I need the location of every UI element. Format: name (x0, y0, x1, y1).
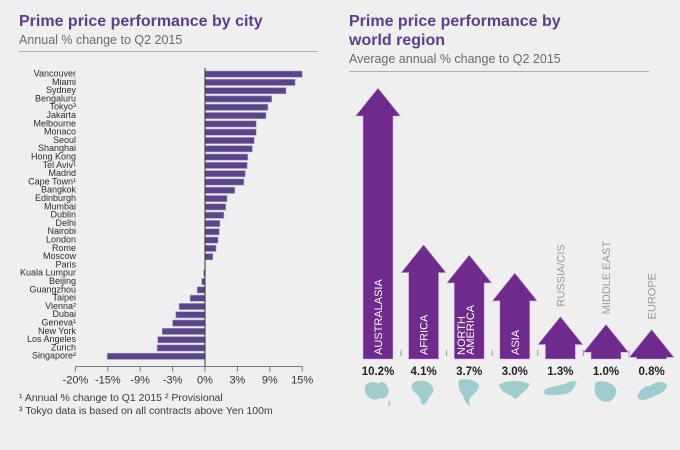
region-chart-divider (349, 71, 649, 72)
region-value-label: 1.3% (547, 366, 573, 378)
x-tick-label: 9% (262, 375, 278, 387)
region-value-label: 1.0% (593, 366, 619, 378)
city-label: Singapore² (32, 351, 76, 361)
city-label: Vienna² (45, 301, 76, 311)
x-tick-label: -15% (95, 375, 121, 387)
x-tick-label: -9% (130, 375, 150, 387)
region-label: ASIA (510, 329, 522, 355)
x-tick-label: 15% (291, 375, 313, 387)
map-shape (544, 380, 577, 396)
city-chart-divider (19, 51, 318, 52)
region-label: RUSSIA/CIS (555, 244, 567, 306)
region-value-label: 3.7% (456, 366, 482, 378)
city-label: Sydney (46, 85, 77, 95)
footnote-2: ³ Tokyo data is based on all contracts a… (19, 405, 273, 417)
city-label: Edinburgh (35, 193, 76, 203)
region-label: NORTH (456, 316, 468, 355)
city-label: London (46, 235, 76, 245)
region-chart-title-line1: Prime price performance by (349, 13, 561, 30)
x-tick-label: -3% (163, 375, 183, 387)
region-label: AMERICA (465, 304, 477, 355)
region-label: EUROPE (647, 273, 659, 319)
region-value-label: 0.8% (638, 366, 664, 378)
city-label: Cape Town¹ (28, 176, 76, 186)
city-label: Paris (55, 259, 76, 269)
city-label: Jakarta (46, 110, 76, 120)
city-label: Miami (52, 77, 76, 87)
city-label: Bengaluru (35, 93, 76, 103)
region-arrow (582, 323, 630, 360)
city-label: Tel Aviv¹ (43, 160, 76, 170)
city-label: Geneva¹ (41, 318, 76, 328)
city-label: Beijing (49, 276, 76, 286)
x-tick-label: -20% (63, 375, 89, 387)
city-label: Madrid (48, 168, 76, 178)
city-label: Tokyo³ (49, 102, 76, 112)
region-label: MIDDLE EAST (601, 241, 613, 315)
city-bar-chart: VancouverMiamiSydneyBengaluruTokyo³Jakar… (20, 68, 313, 387)
region-arrow (491, 272, 538, 360)
region-value-label: 4.1% (410, 366, 436, 378)
city-label: Hong Kong (31, 152, 76, 162)
map-shape (365, 381, 391, 406)
region-value-label: 10.2% (362, 366, 395, 378)
city-label: Taipei (52, 293, 76, 303)
map-shape (411, 380, 434, 405)
city-label: Rome (52, 243, 76, 253)
region-label: AUSTRALASIA (373, 279, 385, 355)
australasia-map-icon (365, 381, 391, 406)
city-label: Dublin (50, 210, 76, 220)
europe-map-icon (637, 381, 667, 400)
city-label: Mumbai (44, 201, 76, 211)
city-label: Vancouver (34, 69, 76, 79)
region-arrow (400, 244, 447, 360)
city-label: Los Angeles (27, 334, 77, 344)
x-tick-label: 0% (197, 375, 213, 387)
city-label: New York (38, 326, 77, 336)
asia-map-icon (499, 381, 530, 399)
city-label: Seoul (53, 135, 76, 145)
map-shape (499, 381, 530, 399)
region-arrow (354, 87, 402, 360)
city-label: Guangzhou (29, 284, 76, 294)
city-label: Monaco (44, 127, 76, 137)
city-label: Moscow (43, 251, 77, 261)
region-chart-title-line2: world region (349, 32, 445, 49)
footnote-1: ¹ Annual % change to Q1 2015 ² Provision… (19, 392, 223, 404)
city-label: Shanghai (38, 143, 76, 153)
city-label: Dubai (52, 309, 76, 319)
city-label: Bangkok (41, 185, 77, 195)
city-chart-subtitle: Annual % change to Q2 2015 (19, 33, 183, 47)
africa-map-icon (411, 380, 434, 405)
city-label: Melbourne (33, 118, 76, 128)
map-shape (594, 381, 617, 402)
map-shape (458, 379, 480, 407)
middle-east-map-icon (594, 381, 617, 402)
x-tick-label: 3% (229, 375, 245, 387)
russia-cis-map-icon (544, 380, 577, 396)
region-value-label: 3.0% (502, 366, 528, 378)
city-label: Nairobi (47, 226, 76, 236)
region-arrow (537, 316, 584, 360)
north-america-map-icon (458, 379, 480, 407)
city-label: Zurich (51, 342, 76, 352)
region-label: AFRICA (419, 314, 431, 355)
city-chart-title: Prime price performance by city (19, 13, 263, 30)
map-shape (637, 381, 667, 400)
city-label: Delhi (55, 218, 76, 228)
region-arrow (628, 328, 675, 360)
region-arrow (446, 254, 493, 360)
region-chart-subtitle: Average annual % change to Q2 2015 (349, 52, 561, 66)
city-label: Kuala Lumpur (20, 268, 76, 278)
